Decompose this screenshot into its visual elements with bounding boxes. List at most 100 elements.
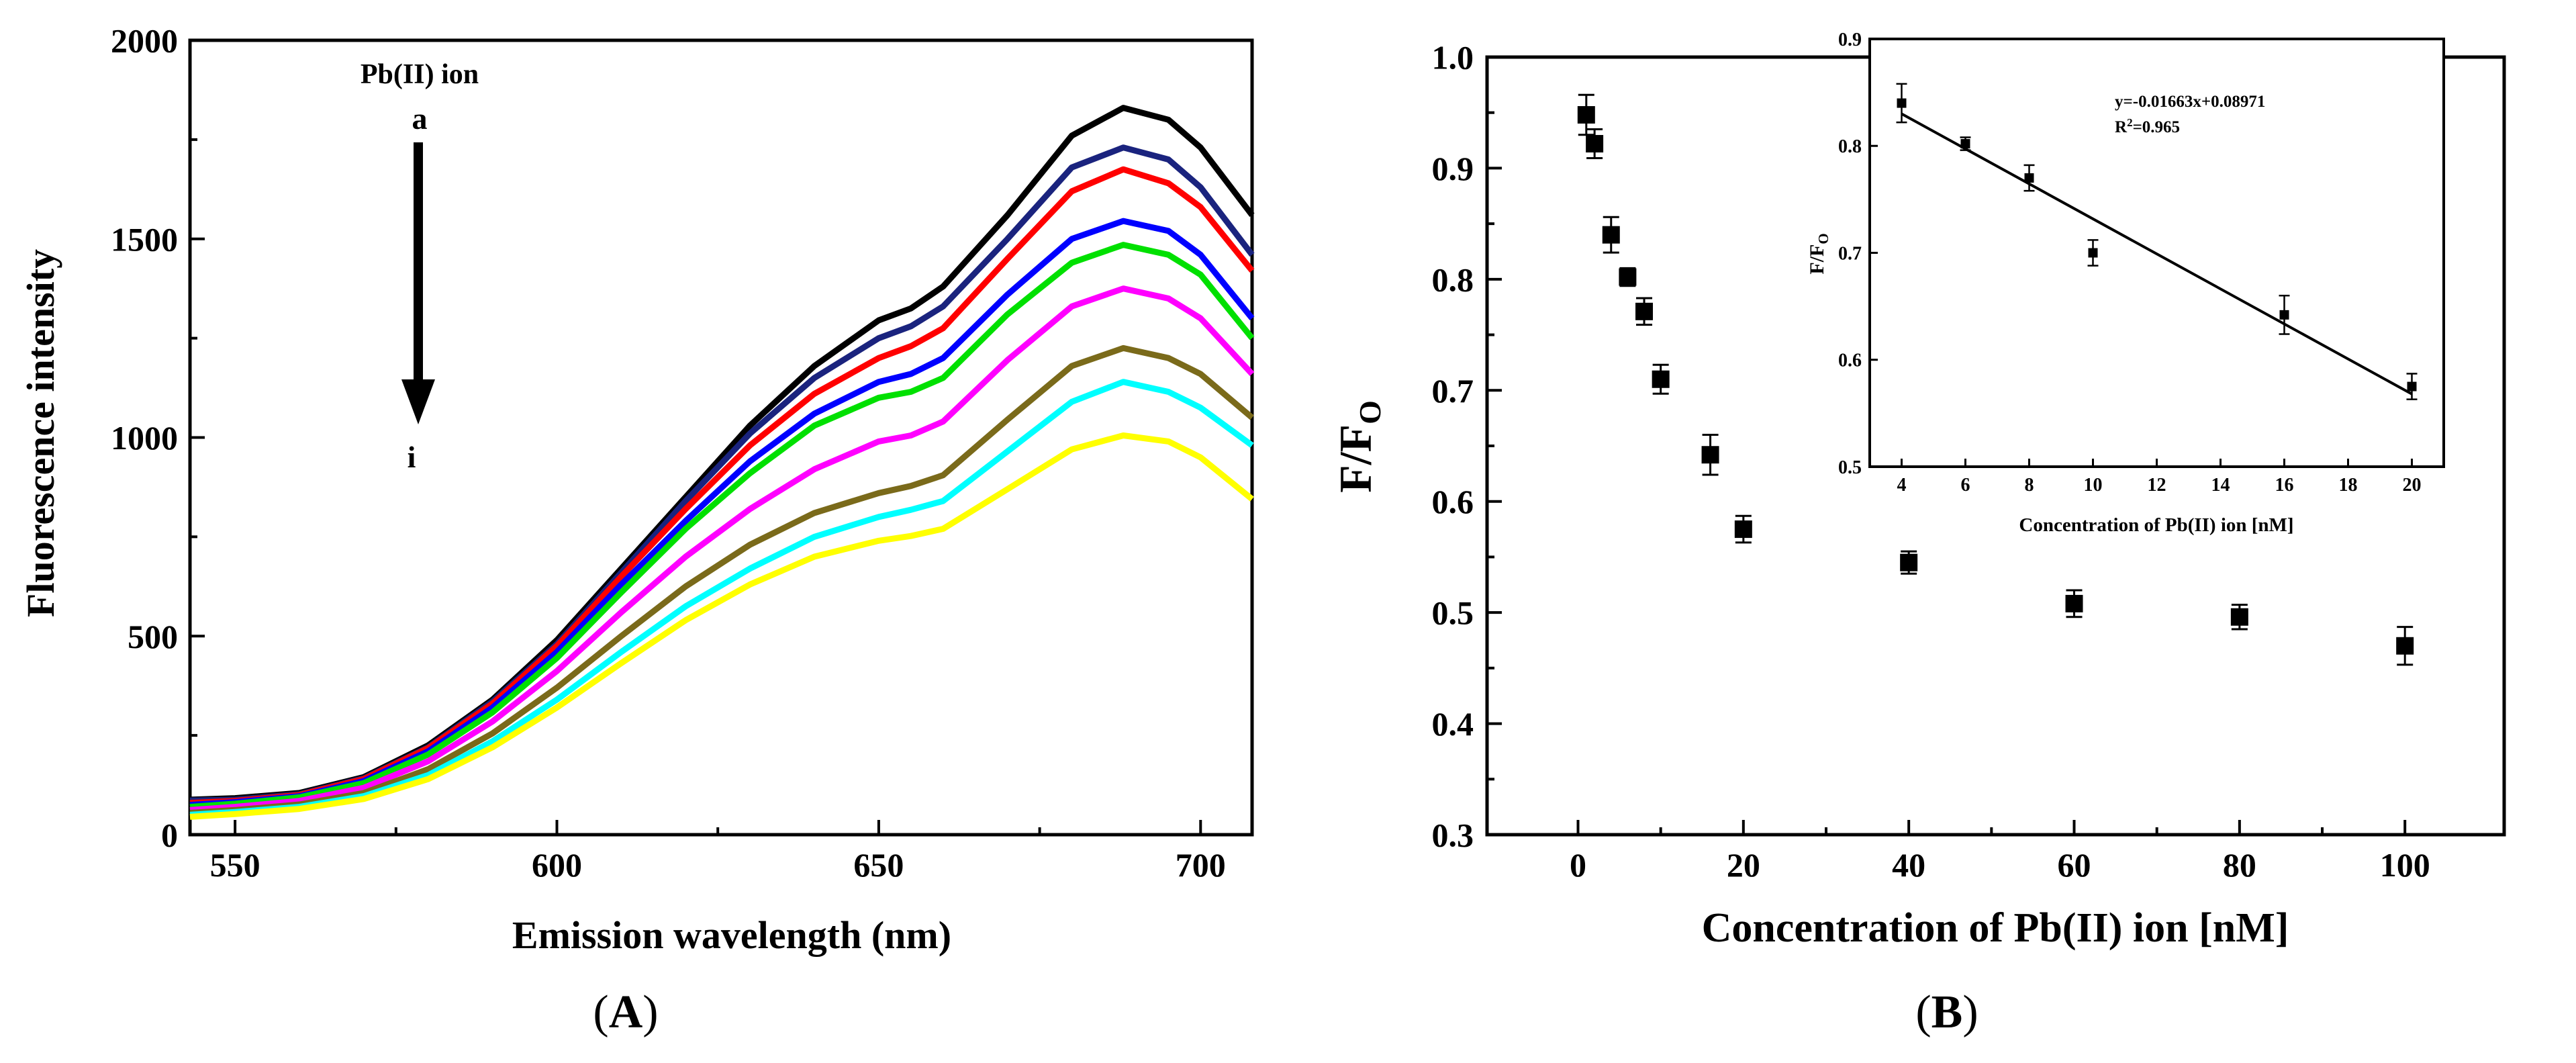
panel-label-b-close: ) bbox=[1962, 986, 1978, 1038]
panel-label-a: (A) bbox=[593, 986, 658, 1038]
chart-a-ylabel: Fluorescence intensity bbox=[19, 249, 62, 617]
fit-line bbox=[1901, 112, 2413, 396]
inset-points bbox=[1896, 83, 2418, 400]
inset-ticks: 4 6 8 10 12 14 16 18 20 0.5 0.6 0.7 0.8 0.9 bbox=[1838, 30, 2422, 496]
data-point bbox=[1635, 302, 1654, 320]
y-tick-label: 0.9 bbox=[1432, 150, 1474, 187]
inset-ylabel-main: F/F bbox=[1806, 244, 1828, 275]
x-tick-label: 10 bbox=[2084, 475, 2103, 496]
inset-ylabel: F/FO bbox=[1806, 233, 1831, 274]
inset-ylabel-group: F/FO bbox=[1806, 233, 1831, 274]
y-tick-label: 0.5 bbox=[1838, 457, 1862, 478]
inset-r2-sup: 2 bbox=[2127, 116, 2133, 129]
x-tick-label: 18 bbox=[2339, 475, 2358, 496]
chart-b-xlabel: Concentration of Pb(II) ion [nM] bbox=[1702, 905, 2289, 951]
annotation-start: a bbox=[412, 101, 428, 136]
x-tick-label: 100 bbox=[2380, 846, 2430, 884]
data-point bbox=[2024, 173, 2034, 183]
x-tick-label: 700 bbox=[1176, 846, 1226, 884]
y-tick-label: 0.7 bbox=[1432, 372, 1474, 410]
chart-b: 0 20 40 60 80 100 0.3 0.4 0.5 0.6 0.7 0.8 0.9 1.0 Con… bbox=[1330, 30, 2506, 1038]
y-tick-label: 500 bbox=[128, 618, 178, 655]
series-line-g bbox=[189, 344, 1254, 816]
data-point bbox=[1586, 135, 1604, 153]
chart-a-xlabel: Emission wavelength (nm) bbox=[512, 913, 951, 957]
y-tick-label: 0.6 bbox=[1432, 483, 1474, 520]
panel-label-b-open: ( bbox=[1915, 986, 1931, 1038]
x-tick-label: 550 bbox=[210, 846, 260, 884]
x-tick-label: 20 bbox=[2403, 475, 2422, 496]
data-point bbox=[2088, 248, 2098, 258]
inset-equation: y=-0.01663x+0.08971 bbox=[2115, 93, 2265, 111]
annotation-arrowhead bbox=[401, 379, 435, 424]
inset-xlabel: Concentration of Pb(II) ion [nM] bbox=[2019, 514, 2293, 536]
annotation-title: Pb(II) ion bbox=[361, 59, 479, 90]
data-point bbox=[2396, 637, 2414, 655]
x-tick-label: 40 bbox=[1892, 846, 1925, 884]
inset-ylabel-sub: O bbox=[1815, 233, 1831, 244]
data-point bbox=[1897, 98, 1907, 108]
data-point bbox=[1619, 268, 1637, 286]
y-tick-label: 0.9 bbox=[1838, 30, 1862, 50]
panel-label-a-letter: A bbox=[609, 986, 643, 1038]
chart-a-ticks: 550 600 650 700 0 500 1000 1500 2000 bbox=[111, 22, 1226, 884]
data-point bbox=[2407, 381, 2417, 391]
panel-label-a-open: ( bbox=[593, 986, 608, 1038]
chart-b-ticks: 0 20 40 60 80 100 0.3 0.4 0.5 0.6 0.7 0.8 0.9 1.0 bbox=[1432, 39, 2430, 884]
panel-label-b-letter: B bbox=[1931, 986, 1963, 1038]
data-point bbox=[1734, 520, 1752, 539]
series-line-i bbox=[189, 432, 1254, 820]
chart-a-series bbox=[189, 105, 1255, 820]
x-tick-label: 0 bbox=[1570, 846, 1586, 884]
y-tick-label: 0 bbox=[161, 817, 178, 854]
y-tick-label: 0.4 bbox=[1432, 705, 1474, 743]
annotation-end: i bbox=[408, 440, 416, 474]
data-point bbox=[1577, 106, 1595, 124]
y-tick-label: 0.8 bbox=[1432, 261, 1474, 298]
x-tick-label: 4 bbox=[1897, 475, 1907, 496]
chart-b-ylabel-sub: O bbox=[1353, 400, 1387, 424]
data-point bbox=[2230, 608, 2248, 626]
y-tick-label: 1500 bbox=[111, 220, 178, 258]
data-point bbox=[1960, 139, 1970, 149]
data-point bbox=[1701, 446, 1719, 464]
y-tick-label: 2000 bbox=[111, 22, 178, 60]
y-tick-label: 0.8 bbox=[1838, 136, 1862, 157]
x-tick-label: 6 bbox=[1961, 475, 1970, 496]
panel-label-b: (B) bbox=[1915, 986, 1978, 1038]
series-line-a bbox=[189, 105, 1255, 803]
data-point bbox=[1652, 370, 1670, 388]
y-tick-label: 1000 bbox=[111, 419, 178, 457]
chart-b-points bbox=[1577, 93, 2414, 666]
x-tick-label: 16 bbox=[2275, 475, 2294, 496]
x-tick-label: 20 bbox=[1727, 846, 1760, 884]
y-tick-label: 0.6 bbox=[1838, 351, 1862, 371]
series-line-e bbox=[189, 242, 1255, 811]
data-point bbox=[2065, 594, 2083, 612]
x-tick-label: 600 bbox=[532, 846, 582, 884]
y-tick-label: 0.3 bbox=[1432, 817, 1474, 854]
series-line-f bbox=[189, 285, 1255, 813]
data-point bbox=[1602, 226, 1620, 244]
panel-label-a-close: ) bbox=[642, 986, 658, 1038]
y-tick-label: 0.5 bbox=[1432, 594, 1474, 632]
x-tick-label: 80 bbox=[2223, 846, 2256, 884]
inset-fit bbox=[1901, 112, 2413, 396]
y-tick-label: 0.7 bbox=[1838, 243, 1862, 264]
x-tick-label: 8 bbox=[2025, 475, 2034, 496]
x-tick-label: 650 bbox=[853, 846, 904, 884]
chart-b-ylabel: F/FO bbox=[1330, 400, 1387, 493]
x-tick-label: 14 bbox=[2211, 475, 2230, 496]
data-point bbox=[1900, 553, 1918, 571]
inset-r2-label: R bbox=[2115, 118, 2128, 136]
chart-b-ylabel-main: F/F bbox=[1330, 424, 1381, 493]
y-tick-label: 1.0 bbox=[1432, 39, 1474, 77]
data-point bbox=[2279, 310, 2289, 320]
x-tick-label: 12 bbox=[2148, 475, 2166, 496]
chart-b-ylabel-group: F/FO bbox=[1330, 400, 1387, 493]
inset-r2: R2=0.965 bbox=[2115, 116, 2180, 136]
chart-b-inset: 4 6 8 10 12 14 16 18 20 0.5 0.6 0.7 0.8 0.9 y=-0.0166… bbox=[1806, 30, 2445, 536]
series-line-d bbox=[189, 218, 1255, 808]
